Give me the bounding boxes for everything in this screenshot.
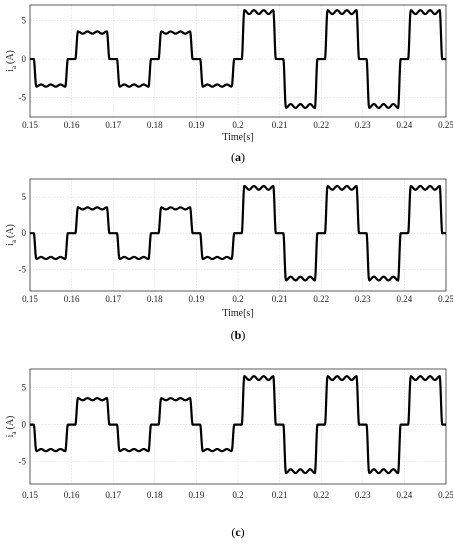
- y-axis-label: ia(A): [5, 50, 18, 72]
- x-tick-label: 0.16: [64, 120, 80, 130]
- panel-a: 0.15 0.16 0.17 0.18 0.19 0.2 0.21 0.22 0.23 0.24 0…: [5, 4, 453, 164]
- x-tick-label: 0.17: [105, 294, 121, 304]
- x-axis-label: Time[s]: [222, 308, 253, 319]
- x-tick-label: 0.25: [438, 490, 453, 500]
- y-tick-label: 0: [22, 54, 27, 64]
- x-tick-label: 0.25: [438, 120, 453, 130]
- plot-area: [29, 4, 447, 118]
- x-tick-label: 0.18: [147, 120, 163, 130]
- x-tick-label: 0.17: [105, 490, 121, 500]
- panel-b: 0.15 0.16 0.17 0.18 0.19 0.2 0.21 0.22 0.23 0.24 0…: [5, 178, 453, 342]
- x-tick-label: 0.19: [189, 294, 205, 304]
- x-tick-label: 0.23: [355, 120, 371, 130]
- x-tick-label: 0.2: [232, 120, 243, 130]
- panel-c: 0.15 0.16 0.17 0.18 0.19 0.2 0.21 0.22 0.23 0.24 0…: [5, 368, 453, 539]
- y-tick-label: 5: [22, 15, 27, 25]
- y-tick-label: 5: [22, 192, 27, 202]
- x-tick-label: 0.23: [355, 490, 371, 500]
- x-tick-label: 0.2: [232, 294, 243, 304]
- panel-caption: (b): [231, 328, 246, 342]
- y-axis-label: ia(A): [5, 416, 18, 438]
- x-tick-label: 0.15: [22, 490, 38, 500]
- x-tick-label: 0.16: [64, 490, 80, 500]
- x-tick-label: 0.21: [272, 490, 288, 500]
- y-tick-label: 0: [22, 420, 27, 430]
- phase-current-line: [29, 184, 447, 282]
- x-tick-label: 0.15: [22, 120, 38, 130]
- x-tick-label: 0.21: [272, 120, 288, 130]
- x-tick-label: 0.2: [232, 490, 243, 500]
- x-tick-label: 0.18: [147, 294, 163, 304]
- plot-area: [29, 368, 447, 485]
- y-tick-label: 0: [22, 228, 27, 238]
- y-tick-label: -5: [19, 264, 27, 274]
- y-tick-label: 5: [22, 383, 27, 393]
- x-axis-label: Time[s]: [222, 132, 253, 143]
- x-tick-label: 0.23: [355, 294, 371, 304]
- x-tick-label: 0.22: [313, 120, 329, 130]
- x-tick-label: 0.24: [397, 294, 413, 304]
- panel-caption: (c): [231, 525, 244, 539]
- plot-area: [29, 178, 447, 292]
- x-tick-label: 0.22: [313, 294, 329, 304]
- phase-current-line: [29, 9, 447, 110]
- y-axis-label: ia(A): [5, 224, 18, 246]
- x-tick-label: 0.18: [147, 490, 163, 500]
- x-tick-label: 0.25: [438, 294, 453, 304]
- x-tick-label: 0.15: [22, 294, 38, 304]
- x-tick-label: 0.24: [397, 120, 413, 130]
- x-tick-label: 0.24: [397, 490, 413, 500]
- y-tick-label: -5: [19, 457, 27, 467]
- x-tick-label: 0.17: [105, 120, 121, 130]
- panel-caption: (a): [231, 150, 245, 164]
- x-tick-label: 0.19: [189, 120, 205, 130]
- x-tick-label: 0.21: [272, 294, 288, 304]
- x-tick-label: 0.19: [189, 490, 205, 500]
- x-tick-label: 0.16: [64, 294, 80, 304]
- phase-current-line: [29, 375, 447, 475]
- x-tick-label: 0.22: [313, 490, 329, 500]
- y-tick-label: -5: [19, 93, 27, 103]
